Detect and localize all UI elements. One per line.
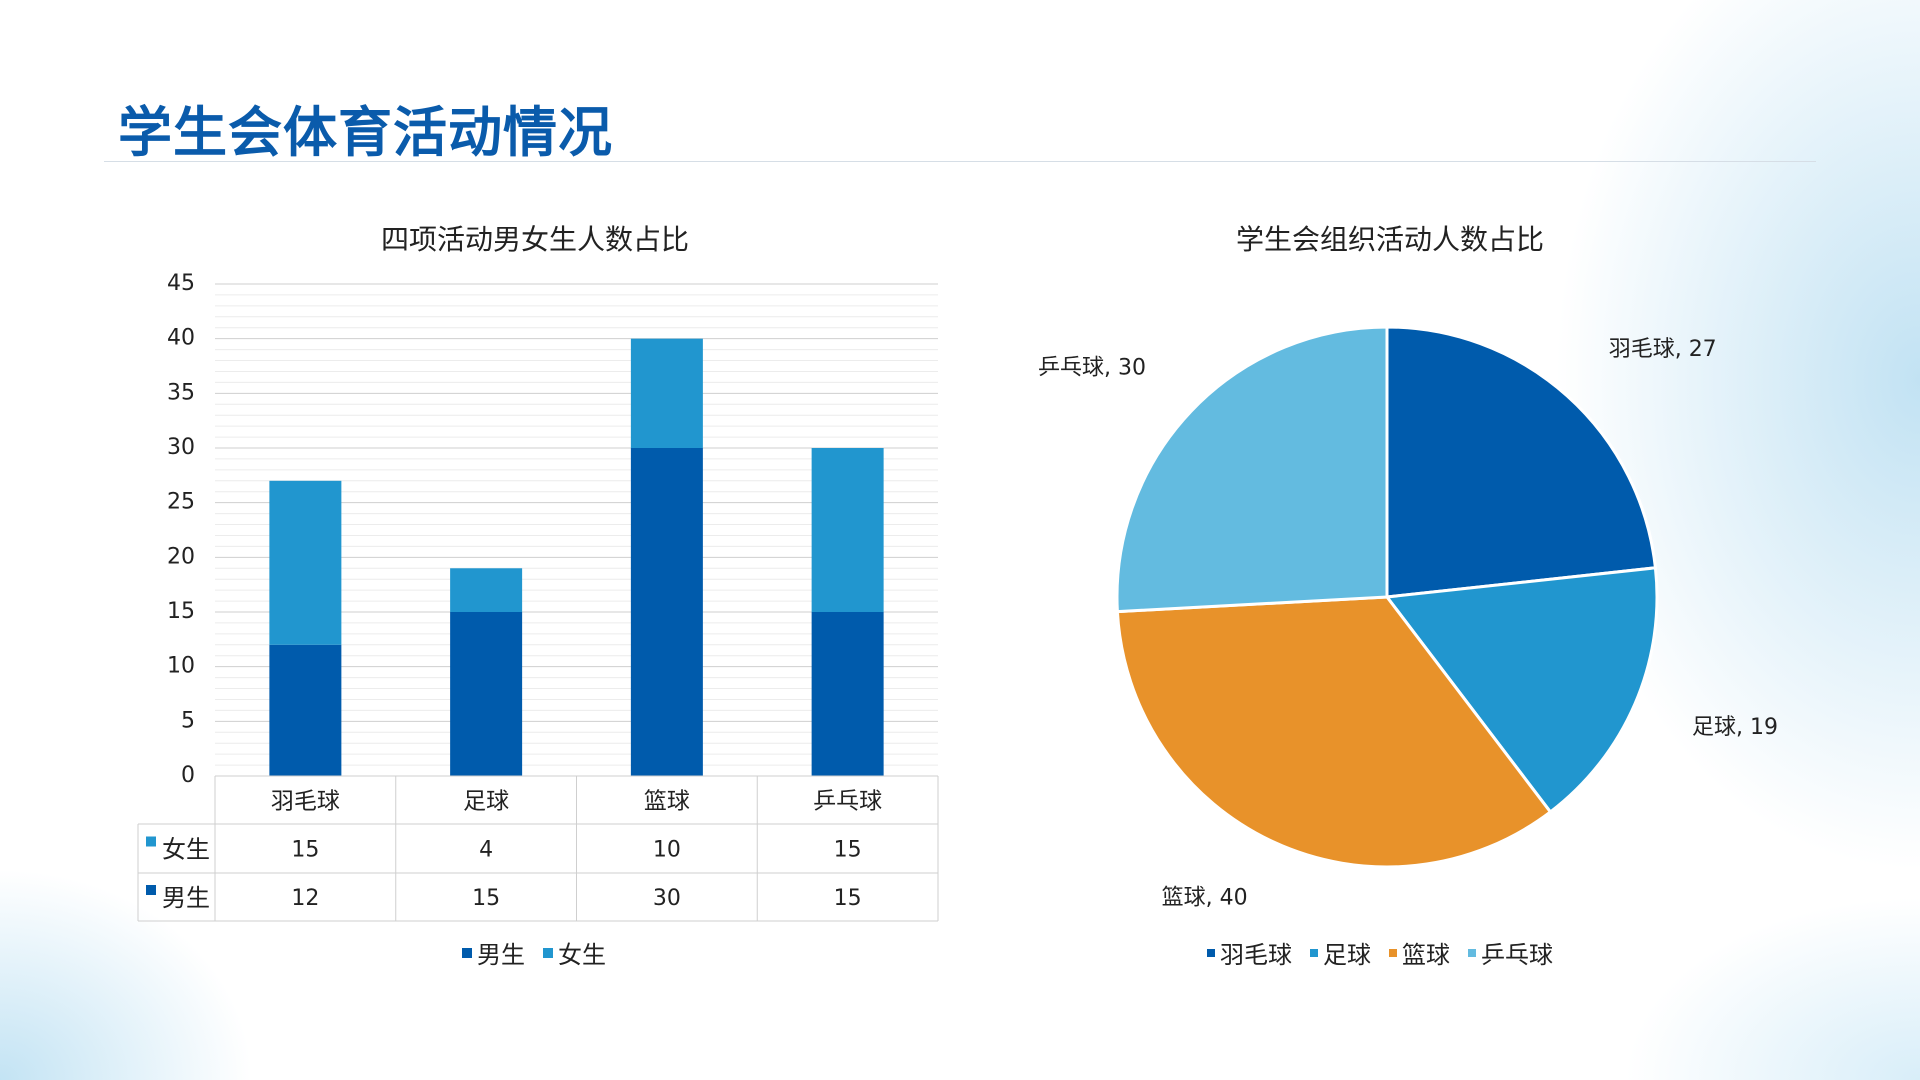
x-category-label: 乒乓球 [813, 789, 882, 815]
title-divider [104, 161, 1816, 162]
y-tick-label: 45 [167, 271, 195, 296]
table-value-cell: 30 [653, 886, 681, 911]
legend-item-football: 足球 [1310, 935, 1371, 970]
legend-item-pingpong: 乒乓球 [1468, 935, 1553, 970]
legend-swatch-badminton [1207, 948, 1215, 957]
legend-swatch-football [1310, 948, 1318, 957]
y-tick-label: 25 [167, 490, 195, 515]
bar-chart-legend: 男生 女生 [462, 935, 606, 970]
pie-chart: 羽毛球, 27 足球, 19 篮球, 40 乒乓球, 30 [1038, 325, 1778, 910]
y-tick-label: 15 [167, 599, 195, 624]
bar-segment [450, 568, 523, 612]
pie-chart-legend: 羽毛球 足球 篮球 乒乓球 [1207, 935, 1553, 970]
table-value-cell: 15 [291, 838, 319, 863]
bar-segment [269, 644, 342, 776]
legend-item-female: 女生 [543, 935, 606, 970]
y-tick-label: 10 [167, 654, 195, 679]
legend-swatch-basketball [1389, 948, 1397, 957]
legend-label-basketball: 篮球 [1402, 941, 1450, 969]
bar-segment [811, 448, 884, 612]
y-tick-label: 0 [181, 763, 195, 788]
bar-segment [630, 448, 703, 776]
bar-segment [450, 612, 523, 776]
table-value-cell: 15 [472, 886, 500, 911]
table-value-cell: 15 [834, 838, 862, 863]
legend-swatch-pingpong [1468, 948, 1476, 957]
legend-item-male: 男生 [462, 935, 525, 970]
legend-label-football: 足球 [1323, 941, 1371, 969]
legend-label-pingpong: 乒乓球 [1481, 941, 1553, 969]
y-tick-label: 35 [167, 380, 195, 405]
legend-label-female: 女生 [558, 941, 606, 969]
y-tick-label: 40 [167, 326, 195, 351]
bar-segment [811, 612, 884, 776]
table-value-cell: 4 [479, 838, 493, 863]
pie-slice [1384, 566, 1659, 815]
table-legend-swatch [146, 885, 156, 895]
x-category-label: 篮球 [644, 789, 690, 815]
table-value-cell: 12 [291, 886, 319, 911]
bar-segment [269, 480, 342, 645]
table-value-cell: 15 [834, 886, 862, 911]
x-category-label: 羽毛球 [271, 789, 340, 815]
y-tick-label: 20 [167, 544, 195, 569]
x-category-label: 足球 [463, 789, 509, 815]
legend-label-badminton: 羽毛球 [1220, 941, 1292, 969]
pie-data-label: 羽毛球, 27 [1609, 337, 1717, 362]
legend-item-badminton: 羽毛球 [1207, 935, 1292, 970]
y-tick-label: 30 [167, 435, 195, 460]
pie-data-label: 篮球, 40 [1162, 885, 1248, 910]
pie-chart-title: 学生会组织活动人数占比 [1235, 223, 1544, 256]
table-series-label: 男生 [162, 884, 210, 912]
bar-chart-title: 四项活动男女生人数占比 [380, 223, 689, 256]
legend-swatch-female [543, 947, 553, 958]
page-title: 学生会体育活动情况 [118, 101, 613, 164]
pie-data-label: 足球, 19 [1692, 715, 1778, 740]
legend-swatch-male [462, 947, 472, 958]
bar-segment [630, 338, 703, 448]
pie-data-label: 乒乓球, 30 [1038, 356, 1146, 381]
table-value-cell: 10 [653, 838, 681, 863]
table-series-label: 女生 [162, 836, 210, 864]
pie-slice [1115, 325, 1389, 614]
table-legend-swatch [146, 836, 156, 847]
y-tick-label: 5 [181, 708, 195, 733]
legend-item-basketball: 篮球 [1389, 935, 1450, 970]
pie-slice [1115, 595, 1553, 869]
legend-label-male: 男生 [477, 941, 525, 969]
pie-slice [1385, 325, 1658, 599]
